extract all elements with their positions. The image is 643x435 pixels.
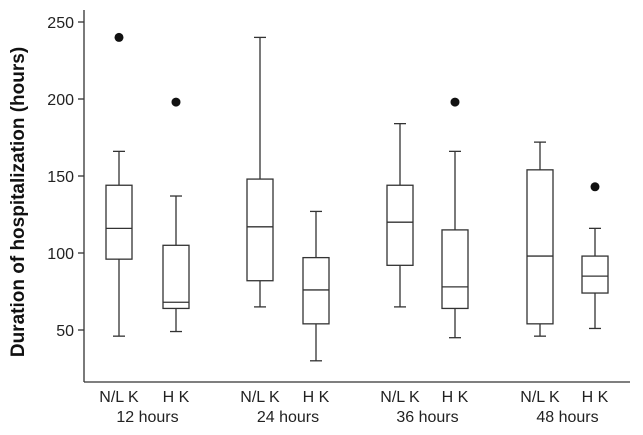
- box-label-6: N/L K: [520, 389, 560, 406]
- iqr-box: [386, 184, 414, 266]
- group-label-3: 48 hours: [536, 409, 598, 426]
- box-1: [162, 97, 190, 333]
- box-label-0: N/L K: [99, 389, 139, 406]
- y-tick-label-150: 150: [47, 169, 74, 186]
- box-2: [246, 36, 274, 308]
- box-label-7: H K: [582, 389, 609, 406]
- box-5: [441, 97, 469, 339]
- box-7: [581, 182, 609, 330]
- iqr-box: [105, 184, 133, 260]
- box-6: [526, 141, 554, 337]
- box-label-3: H K: [303, 389, 330, 406]
- box-series: [105, 32, 609, 362]
- box-3: [302, 210, 330, 362]
- group-label-1: 24 hours: [257, 409, 319, 426]
- outlier-point-0: [114, 32, 124, 42]
- y-axis-title: Duration of hospitalization (hours): [8, 47, 29, 357]
- iqr-box: [581, 255, 609, 294]
- box-4: [386, 122, 414, 308]
- x-labels: N/L K H K N/L K H K N/L K H K N/L K H K 12 hours…: [99, 389, 608, 426]
- y-tick-label-200: 200: [47, 92, 74, 109]
- box-label-1: H K: [163, 389, 190, 406]
- iqr-box: [526, 169, 554, 325]
- iqr-box: [302, 256, 330, 325]
- iqr-box: [246, 178, 274, 282]
- outlier-point-0: [450, 97, 460, 107]
- iqr-box: [162, 244, 190, 310]
- group-label-2: 36 hours: [396, 409, 458, 426]
- y-tick-label-250: 250: [47, 15, 74, 32]
- box-label-5: H K: [442, 389, 469, 406]
- y-axis: 50 100 150 200 250: [47, 10, 85, 382]
- iqr-box: [441, 229, 469, 310]
- outlier-point-0: [590, 182, 600, 192]
- box-0: [105, 32, 133, 337]
- box-label-4: N/L K: [380, 389, 420, 406]
- box-label-2: N/L K: [240, 389, 280, 406]
- y-tick-label-100: 100: [47, 246, 74, 263]
- group-label-0: 12 hours: [116, 409, 178, 426]
- y-tick-label-50: 50: [56, 323, 74, 340]
- outlier-point-0: [171, 97, 181, 107]
